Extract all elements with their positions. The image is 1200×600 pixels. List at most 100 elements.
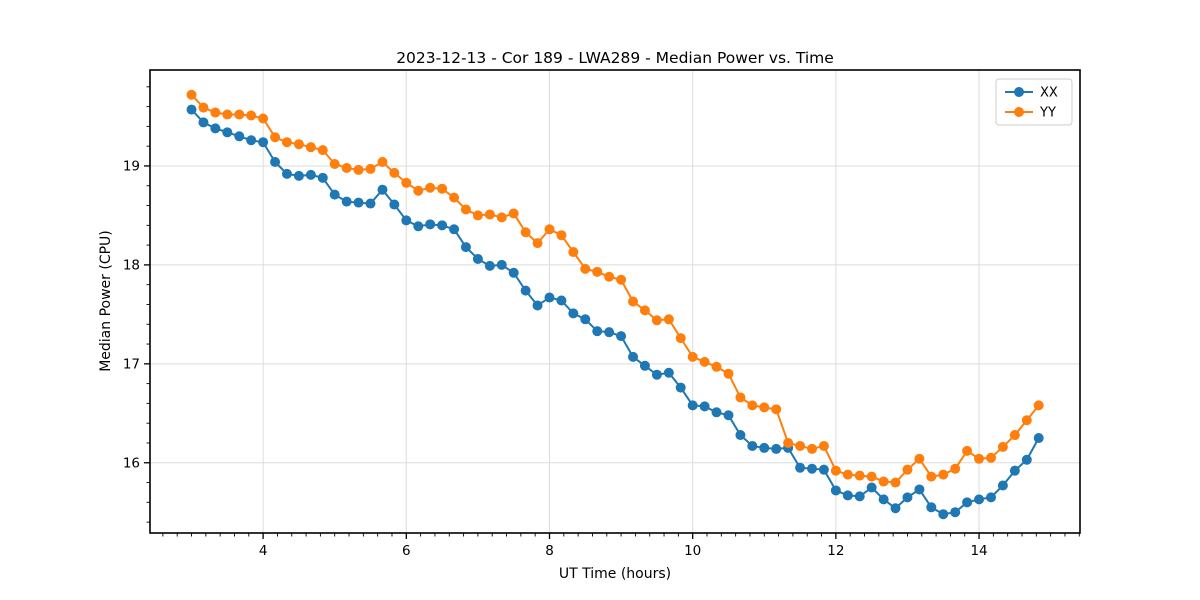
series-YY-marker bbox=[580, 263, 591, 274]
series-YY-marker bbox=[413, 185, 424, 196]
legend: XX YY bbox=[995, 78, 1073, 126]
series-XX-marker bbox=[293, 170, 304, 181]
series-XX-marker bbox=[592, 326, 603, 337]
series-YY-marker bbox=[818, 440, 829, 451]
series-YY-marker bbox=[759, 402, 770, 413]
series-YY-marker bbox=[604, 271, 615, 282]
series-XX-marker bbox=[329, 189, 340, 200]
series-XX-marker bbox=[556, 295, 567, 306]
series-XX-marker bbox=[353, 197, 364, 208]
series-YY-marker bbox=[186, 89, 197, 100]
series-XX-marker bbox=[914, 484, 925, 495]
series-XX-marker bbox=[639, 360, 650, 371]
series-YY-marker bbox=[222, 109, 233, 120]
series-XX-marker bbox=[747, 440, 758, 451]
series-YY-marker bbox=[950, 463, 961, 474]
series-YY-marker bbox=[938, 469, 949, 480]
series-XX-marker bbox=[1021, 454, 1032, 465]
series-XX-marker bbox=[365, 198, 376, 209]
series-YY-marker bbox=[771, 404, 782, 415]
major-ticks: 4 6 8 10 12 14 16 17 18 19 bbox=[123, 158, 988, 559]
series-XX-marker bbox=[1033, 433, 1044, 444]
series-XX-marker bbox=[699, 401, 710, 412]
series-YY-marker bbox=[854, 470, 865, 481]
series-XX-marker bbox=[317, 172, 328, 183]
series-XX-marker bbox=[305, 169, 316, 180]
series-XX-marker bbox=[389, 199, 400, 210]
series-YY-marker bbox=[437, 183, 448, 194]
series-XX-marker bbox=[818, 464, 829, 475]
series-YY-marker bbox=[484, 209, 495, 220]
legend-label: XX bbox=[1040, 86, 1058, 101]
series-YY-marker bbox=[986, 452, 997, 463]
series-YY-marker bbox=[329, 158, 340, 169]
series-XX-marker bbox=[651, 369, 662, 380]
x-axis-label: UT Time (hours) bbox=[558, 566, 672, 582]
series-XX-marker bbox=[484, 260, 495, 271]
series-YY-marker bbox=[711, 361, 722, 372]
series-YY-marker bbox=[198, 102, 209, 113]
series-YY-marker bbox=[389, 167, 400, 178]
series-XX-marker bbox=[962, 497, 973, 508]
series-XX-marker bbox=[377, 184, 388, 195]
series-YY-marker bbox=[890, 477, 901, 488]
series-YY-marker bbox=[353, 164, 364, 175]
series-YY-marker bbox=[234, 109, 245, 120]
series-XX-marker bbox=[425, 219, 436, 230]
legend-marker-sample bbox=[1014, 87, 1024, 97]
y-tick-label: 17 bbox=[123, 356, 140, 372]
series-XX-marker bbox=[854, 491, 865, 502]
series-YY-marker bbox=[830, 465, 841, 476]
series-YY-marker bbox=[1021, 415, 1032, 426]
series-YY-marker bbox=[902, 464, 913, 475]
series-YY-marker bbox=[568, 247, 579, 258]
series-YY-marker bbox=[305, 142, 316, 153]
series-XX-marker bbox=[568, 308, 579, 319]
series-YY-marker bbox=[556, 230, 567, 241]
series-XX-marker bbox=[234, 131, 245, 142]
series-XX-marker bbox=[472, 253, 483, 264]
series-YY-marker bbox=[807, 443, 818, 454]
series-YY-marker bbox=[1009, 430, 1020, 441]
series-XX-marker bbox=[926, 502, 937, 513]
series-XX-marker bbox=[413, 221, 424, 232]
series-XX-marker bbox=[628, 351, 639, 362]
series-YY-marker bbox=[663, 314, 674, 325]
series-XX-marker bbox=[460, 242, 471, 253]
series-YY-marker bbox=[365, 163, 376, 174]
series-YY-marker bbox=[246, 110, 257, 121]
series-YY-marker bbox=[341, 162, 352, 173]
series-YY-marker bbox=[496, 212, 507, 223]
series-XX-marker bbox=[675, 382, 686, 393]
y-tick-label: 16 bbox=[123, 455, 140, 471]
series-YY-marker bbox=[651, 315, 662, 326]
series-YY-marker bbox=[735, 392, 746, 403]
series-XX-marker bbox=[902, 492, 913, 503]
series-XX-marker bbox=[663, 367, 674, 378]
series-YY-marker bbox=[281, 137, 292, 148]
series-XX-marker bbox=[830, 485, 841, 496]
series-XX-marker bbox=[604, 327, 615, 338]
series-XX-marker bbox=[842, 490, 853, 501]
series-YY-marker bbox=[926, 471, 937, 482]
series-XX-marker bbox=[186, 104, 197, 115]
series-YY-marker bbox=[508, 208, 519, 219]
series-YY-marker bbox=[425, 182, 436, 193]
series-YY-marker bbox=[616, 274, 627, 285]
y-axis-label: Median Power (CPU) bbox=[98, 230, 114, 372]
series-XX-marker bbox=[735, 430, 746, 441]
series-XX-marker bbox=[341, 196, 352, 207]
series-XX-marker bbox=[270, 157, 281, 168]
series-YY-marker bbox=[472, 210, 483, 221]
series-XX-marker bbox=[986, 492, 997, 503]
series-XX-marker bbox=[580, 314, 591, 325]
series-YY-marker bbox=[520, 227, 531, 238]
legend-box bbox=[995, 78, 1073, 126]
series-YY-marker bbox=[878, 476, 889, 487]
series-YY-marker bbox=[974, 453, 985, 464]
series-XX-marker bbox=[437, 220, 448, 231]
series-XX-marker bbox=[795, 462, 806, 473]
series-XX-marker bbox=[687, 400, 698, 411]
series-XX bbox=[186, 104, 1044, 520]
